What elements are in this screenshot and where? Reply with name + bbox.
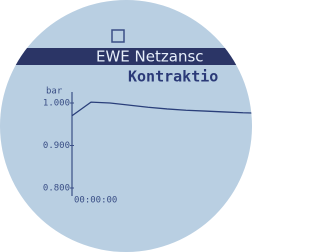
chart-subtitle: Kontraktio <box>128 68 218 86</box>
screen-photo: EWE Netzansc Kontraktio bar 0.800 0.900 1.… <box>0 0 253 252</box>
y-tick-label: 0.800 <box>43 184 70 194</box>
y-axis-label: bar <box>46 87 63 97</box>
lcd-background <box>0 0 253 252</box>
x-tick-label: 00:00:00 <box>74 196 117 206</box>
y-tick-label: 0.900 <box>43 141 70 151</box>
chart-title: EWE Netzansc <box>96 48 204 66</box>
lcd: EWE Netzansc Kontraktio bar 0.800 0.900 1.… <box>0 0 253 252</box>
y-tick-label: 1.000 <box>43 99 70 109</box>
